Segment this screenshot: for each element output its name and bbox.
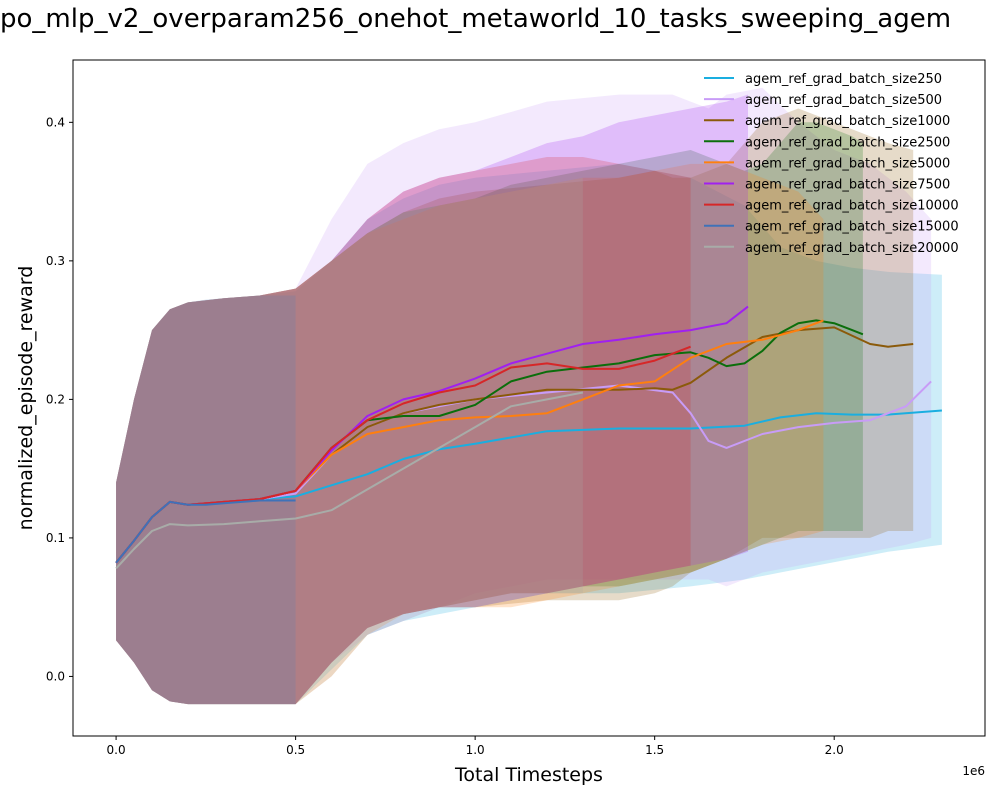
band-agem-ref-grad-batch-size15000 [116, 295, 296, 705]
y-tick-label: 0.2 [46, 392, 65, 406]
legend-label: agem_ref_grad_batch_size10000 [745, 199, 959, 214]
legend-item-agem-ref-grad-batch-size7500: agem_ref_grad_batch_size7500 [704, 178, 950, 193]
y-tick-label: 0.4 [46, 115, 65, 129]
legend-label: agem_ref_grad_batch_size5000 [745, 156, 950, 171]
y-tick-label: 0.0 [46, 669, 65, 683]
x-axis-scale-label: 1e6 [962, 764, 985, 778]
x-tick-label: 2.0 [825, 743, 844, 757]
legend-item-agem-ref-grad-batch-size1000: agem_ref_grad_batch_size1000 [704, 114, 950, 129]
x-tick-label: 1.0 [466, 743, 485, 757]
x-tick-label: 0.0 [107, 743, 126, 757]
y-tick-label: 0.1 [46, 531, 65, 545]
x-tick-label: 0.5 [286, 743, 305, 757]
legend-label: agem_ref_grad_batch_size20000 [745, 241, 959, 256]
legend: agem_ref_grad_batch_size250 agem_ref_grad… [704, 72, 959, 256]
chart-title: po_mlp_v2_overparam256_onehot_metaworld_… [0, 4, 952, 34]
band-agem-ref-grad-batch-size2500 [116, 122, 863, 705]
legend-item-agem-ref-grad-batch-size5000: agem_ref_grad_batch_size5000 [704, 156, 950, 171]
legend-label: agem_ref_grad_batch_size15000 [745, 220, 959, 235]
x-tick-label: 1.5 [645, 743, 664, 757]
legend-item-agem-ref-grad-batch-size500: agem_ref_grad_batch_size500 [704, 93, 942, 108]
band-agem-ref-grad-batch-size500 [116, 87, 932, 705]
series-lines [115, 305, 942, 570]
x-axis-label: Total Timesteps [454, 764, 603, 786]
y-axis-ticks: 0.0 0.1 0.2 0.3 0.4 [46, 115, 73, 683]
plot-frame [72, 59, 986, 737]
legend-item-agem-ref-grad-batch-size10000: agem_ref_grad_batch_size10000 [704, 199, 959, 214]
y-axis-label: normalized_episode_reward [15, 266, 37, 531]
x-axis-ticks: 0.0 0.5 1.0 1.5 2.0 [107, 736, 844, 757]
confidence-bands [116, 87, 942, 705]
line-agem-ref-grad-batch-size20000 [115, 391, 584, 570]
legend-label: agem_ref_grad_batch_size7500 [745, 178, 950, 193]
band-agem-ref-grad-batch-size10000 [116, 157, 691, 705]
legend-item-agem-ref-grad-batch-size2500: agem_ref_grad_batch_size2500 [704, 135, 950, 150]
band-agem-ref-grad-batch-size7500 [116, 94, 749, 705]
legend-label: agem_ref_grad_batch_size250 [745, 72, 942, 87]
legend-label: agem_ref_grad_batch_size2500 [745, 135, 950, 150]
legend-item-agem-ref-grad-batch-size250: agem_ref_grad_batch_size250 [704, 72, 942, 87]
band-agem-ref-grad-batch-size5000 [116, 163, 824, 705]
y-tick-label: 0.3 [46, 254, 65, 268]
line-agem-ref-grad-batch-size15000 [115, 499, 296, 564]
legend-label: agem_ref_grad_batch_size1000 [745, 114, 950, 129]
legend-item-agem-ref-grad-batch-size15000: agem_ref_grad_batch_size15000 [704, 220, 959, 235]
legend-label: agem_ref_grad_batch_size500 [745, 93, 942, 108]
legend-item-agem-ref-grad-batch-size20000: agem_ref_grad_batch_size20000 [704, 241, 959, 256]
